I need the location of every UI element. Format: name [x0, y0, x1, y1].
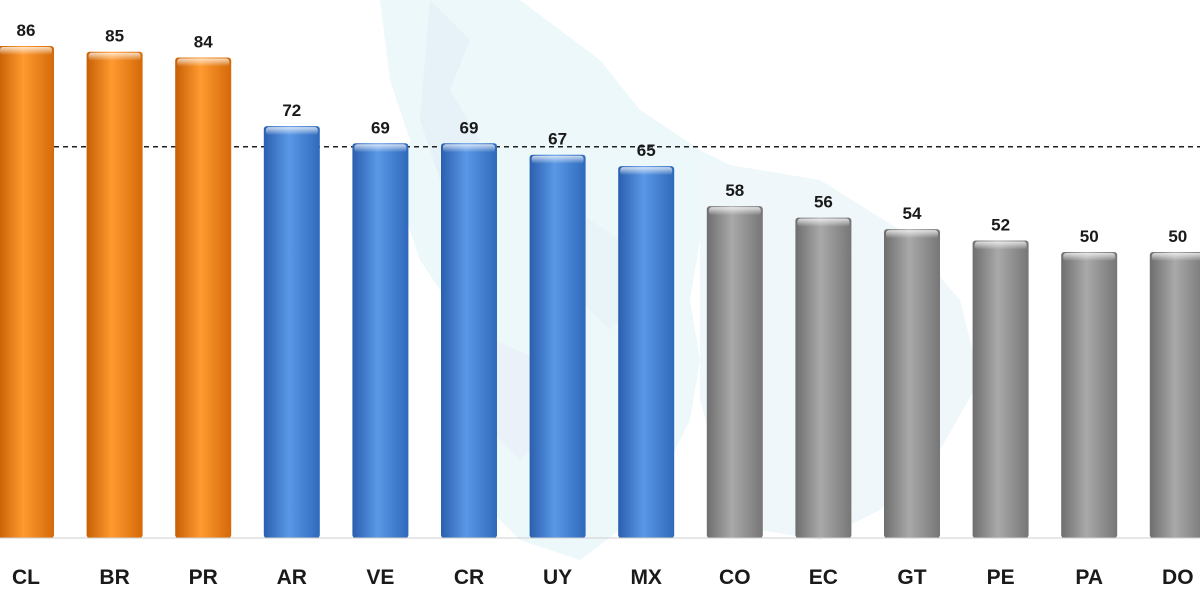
value-label-pe: 52 — [991, 216, 1010, 235]
value-label-ec: 56 — [814, 193, 833, 212]
category-label-ve: VE — [366, 566, 394, 589]
bar-cap-pe — [974, 241, 1027, 250]
value-label-gt: 54 — [903, 204, 922, 223]
bar-cl — [0, 46, 54, 538]
category-label-ar: AR — [277, 566, 307, 589]
bar-cr — [441, 143, 497, 539]
category-label-pa: PA — [1075, 566, 1103, 589]
category-label-br: BR — [99, 566, 129, 589]
bar-cap-cl — [0, 47, 52, 55]
bar-cap-cr — [443, 144, 495, 153]
value-label-pa: 50 — [1080, 227, 1099, 246]
value-label-ve: 69 — [371, 118, 390, 137]
bar-mx — [618, 166, 675, 539]
category-label-do: DO — [1162, 566, 1194, 589]
value-label-do: 50 — [1168, 227, 1187, 246]
bar-cap-ve — [354, 144, 407, 153]
bar-ec — [795, 217, 852, 538]
bar-cap-do — [1151, 252, 1200, 261]
bar-ar — [263, 126, 320, 539]
value-label-cl: 86 — [17, 21, 36, 40]
category-label-pr: PR — [189, 566, 218, 589]
bar-cap-ec — [797, 218, 850, 227]
bar-br — [86, 51, 143, 538]
bar-pr — [175, 57, 232, 538]
value-label-mx: 65 — [637, 141, 656, 160]
bar-cap-gt — [886, 230, 938, 239]
bar-co — [706, 206, 763, 539]
value-label-co: 58 — [725, 181, 744, 200]
bar-cap-pa — [1063, 252, 1116, 261]
bars — [0, 46, 1200, 539]
value-label-uy: 67 — [548, 130, 567, 149]
category-label-co: CO — [719, 566, 751, 589]
bar-cap-pr — [177, 58, 230, 67]
bar-cap-mx — [620, 167, 673, 176]
category-label-gt: GT — [897, 566, 926, 589]
category-label-ec: EC — [809, 566, 838, 589]
bar-cap-ar — [265, 127, 318, 136]
bar-uy — [529, 154, 586, 538]
category-label-pe: PE — [987, 566, 1015, 589]
value-label-ar: 72 — [282, 101, 301, 120]
bar-pa — [1061, 251, 1118, 538]
bar-ve — [352, 143, 409, 539]
category-label-uy: UY — [543, 566, 572, 589]
bar-cap-br — [88, 52, 141, 61]
value-label-br: 85 — [105, 27, 124, 46]
value-labels: 86 85 84 72 69 69 67 65 58 56 54 52 50 50 — [17, 21, 1188, 246]
bar-gt — [884, 229, 940, 538]
category-labels: CL BR PR AR VE CR UY MX CO EC GT PE PA DO — [12, 566, 1194, 589]
value-label-cr: 69 — [460, 118, 479, 137]
category-label-mx: MX — [630, 566, 662, 589]
bar-pe — [972, 240, 1029, 538]
category-label-cr: CR — [454, 566, 484, 589]
bar-cap-co — [708, 207, 761, 216]
bar-do — [1149, 251, 1200, 538]
bar-cap-uy — [531, 155, 584, 164]
category-label-cl: CL — [12, 566, 40, 589]
value-label-pr: 84 — [194, 32, 213, 51]
